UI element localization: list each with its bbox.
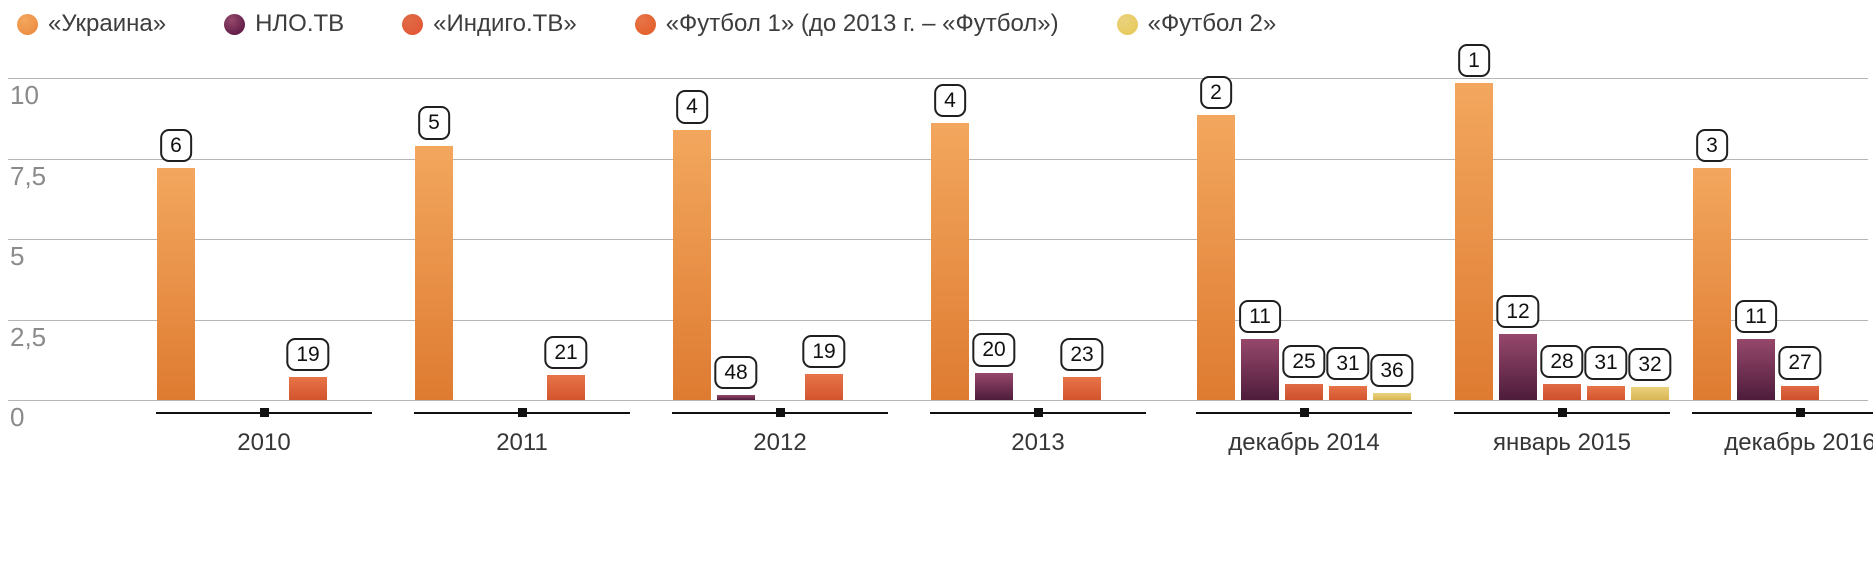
legend-item: «Футбол 2»	[1116, 10, 1277, 38]
bar-value-label: 31	[1584, 346, 1628, 380]
category-label: 2012	[753, 429, 807, 456]
category-label: 2010	[237, 429, 291, 456]
bar	[1693, 168, 1731, 400]
bar	[1373, 392, 1411, 400]
bar-value-label: 23	[1060, 338, 1104, 372]
legend-label: «Футбол 2»	[1147, 10, 1277, 37]
y-axis-tick-label: 5	[10, 241, 25, 271]
category-axis-marker	[1557, 408, 1567, 417]
category-axis-marker	[1795, 408, 1805, 417]
bar	[1499, 333, 1537, 400]
legend-item: НЛО.ТВ	[224, 10, 344, 38]
bar	[415, 145, 453, 400]
category-axis-line	[1692, 412, 1873, 414]
legend-swatch-icon	[402, 13, 424, 35]
bar-value-label: 48	[714, 355, 758, 390]
bar	[1197, 115, 1235, 400]
bar	[1241, 338, 1279, 400]
legend-item: «Индиго.ТВ»	[402, 10, 577, 38]
category-axis-marker	[517, 408, 527, 417]
bar-value-label: 27	[1778, 346, 1822, 380]
bar-value-label: 11	[1239, 299, 1281, 333]
legend-label: «Индиго.ТВ»	[433, 10, 577, 37]
category-label: январь 2015	[1493, 429, 1631, 456]
bar-value-label: 2	[1200, 75, 1232, 110]
bar-value-label: 32	[1628, 347, 1672, 382]
bar	[673, 129, 711, 400]
category-label: 2013	[1011, 429, 1065, 456]
bar-value-label: 36	[1370, 353, 1414, 387]
category-label: 2011	[496, 429, 548, 456]
bar	[1285, 383, 1323, 400]
bar-value-label: 19	[802, 335, 846, 369]
bar-value-label: 4	[676, 90, 708, 124]
category-axis-marker	[1033, 408, 1043, 417]
legend-label: НЛО.ТВ	[255, 10, 345, 37]
bar	[1737, 338, 1775, 400]
gridline	[8, 78, 1868, 79]
bar	[1455, 82, 1493, 400]
legend-swatch-icon	[224, 13, 246, 35]
y-axis-tick-label: 10	[10, 80, 39, 110]
bar-value-label: 19	[286, 338, 330, 372]
bar	[975, 372, 1013, 400]
bar-value-label: 12	[1496, 294, 1540, 328]
legend-item: «Украина»	[17, 10, 166, 38]
bar	[931, 123, 969, 400]
legend-swatch-icon	[634, 13, 656, 35]
bar-value-label: 28	[1540, 344, 1584, 378]
bar	[157, 168, 195, 400]
bar	[1063, 377, 1101, 400]
y-axis-tick-label: 7,5	[10, 160, 47, 191]
bar-value-label: 20	[972, 333, 1016, 367]
legend-label: «Футбол 1» (до 2013 г. – «Футбол»)	[665, 10, 1059, 37]
category-label: декабрь 2016	[1724, 429, 1873, 456]
bar	[1543, 383, 1581, 400]
bar-value-label: 3	[1696, 128, 1728, 163]
legend-label: «Украина»	[48, 10, 167, 37]
legend-swatch-icon	[17, 13, 38, 35]
category-label: декабрь 2014	[1228, 429, 1380, 456]
bar-value-label: 4	[934, 83, 966, 118]
bar	[1329, 386, 1367, 400]
bar	[1631, 387, 1669, 400]
bar	[1587, 385, 1625, 400]
bar	[547, 374, 585, 400]
bar-value-label: 21	[544, 335, 588, 369]
gridline	[8, 400, 1868, 401]
y-axis-tick-label: 0	[10, 402, 25, 432]
bar	[717, 395, 755, 400]
category-axis-marker	[775, 408, 785, 417]
bar-value-label: 31	[1326, 347, 1370, 381]
category-axis-marker	[259, 408, 269, 417]
category-axis-marker	[1299, 408, 1309, 417]
bar	[289, 377, 327, 400]
y-axis-tick-label: 2,5	[10, 321, 47, 352]
bar-value-label: 6	[160, 128, 192, 163]
bar	[1781, 385, 1819, 400]
bar	[805, 374, 843, 400]
bar-value-label: 1	[1458, 43, 1490, 77]
legend-swatch-icon	[1116, 13, 1138, 35]
bar-value-label: 5	[418, 106, 450, 140]
chart-legend: «Украина» НЛО.ТВ «Индиго.ТВ» «Футбол 1» (до…	[17, 8, 1276, 40]
bar-value-label: 11	[1735, 299, 1777, 333]
legend-item: «Футбол 1» (до 2013 г. – «Футбол»)	[634, 10, 1059, 38]
bar-value-label: 25	[1282, 344, 1326, 378]
